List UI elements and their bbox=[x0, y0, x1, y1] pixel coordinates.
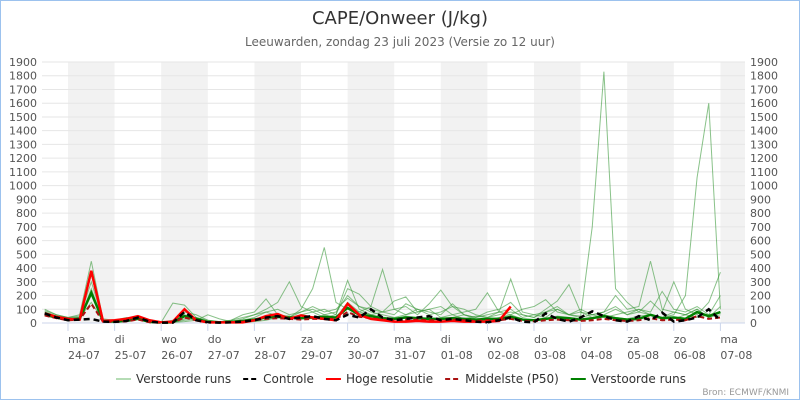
y-tick-left: 300 bbox=[16, 276, 37, 289]
y-tick-right: 1100 bbox=[750, 166, 778, 179]
y-tick-right: 300 bbox=[750, 276, 771, 289]
legend-label: Verstoorde runs bbox=[591, 372, 686, 386]
y-tick-right: 100 bbox=[750, 303, 771, 316]
legend-label: Controle bbox=[263, 372, 314, 386]
x-tick-day: do bbox=[208, 333, 222, 346]
x-tick-date: 04-08 bbox=[581, 349, 613, 362]
y-tick-right: 1000 bbox=[750, 180, 778, 193]
x-tick-day: ma bbox=[720, 333, 737, 346]
y-tick-left: 200 bbox=[16, 290, 37, 303]
y-tick-left: 1500 bbox=[9, 111, 37, 124]
y-tick-right: 400 bbox=[750, 262, 771, 275]
x-tick-day: wo bbox=[487, 333, 503, 346]
y-tick-right: 1300 bbox=[750, 138, 778, 151]
y-tick-right: 1900 bbox=[750, 56, 778, 69]
y-tick-right: 800 bbox=[750, 207, 771, 220]
y-tick-left: 500 bbox=[16, 248, 37, 261]
y-tick-right: 0 bbox=[750, 317, 757, 330]
y-tick-left: 400 bbox=[16, 262, 37, 275]
day-band bbox=[68, 62, 115, 323]
x-tick-date: 30-07 bbox=[348, 349, 380, 362]
x-tick-date: 25-07 bbox=[115, 349, 147, 362]
y-tick-left: 1300 bbox=[9, 138, 37, 151]
x-tick-day: za bbox=[301, 333, 314, 346]
x-tick-date: 05-08 bbox=[627, 349, 659, 362]
y-tick-left: 1600 bbox=[9, 97, 37, 110]
x-tick-day: di bbox=[115, 333, 125, 346]
x-tick-date: 06-08 bbox=[674, 349, 706, 362]
x-tick-day: zo bbox=[674, 333, 687, 346]
x-tick-day: vr bbox=[254, 333, 266, 346]
y-tick-right: 1800 bbox=[750, 70, 778, 83]
y-tick-right: 1500 bbox=[750, 111, 778, 124]
x-tick-date: 31-07 bbox=[394, 349, 426, 362]
day-band bbox=[534, 62, 581, 323]
y-tick-right: 200 bbox=[750, 290, 771, 303]
x-tick-date: 29-07 bbox=[301, 349, 333, 362]
control-line bbox=[44, 307, 722, 324]
y-tick-right: 1200 bbox=[750, 152, 778, 165]
y-tick-left: 700 bbox=[16, 221, 37, 234]
y-tick-left: 1100 bbox=[9, 166, 37, 179]
x-tick-date: 03-08 bbox=[534, 349, 566, 362]
y-tick-left: 1400 bbox=[9, 125, 37, 138]
y-tick-right: 1600 bbox=[750, 97, 778, 110]
x-tick-date: 26-07 bbox=[161, 349, 193, 362]
day-band bbox=[440, 62, 488, 323]
x-tick-day: za bbox=[627, 333, 640, 346]
y-tick-right: 900 bbox=[750, 193, 771, 206]
y-tick-right: 1400 bbox=[750, 125, 778, 138]
high-res-line bbox=[44, 270, 512, 324]
x-tick-date: 24-07 bbox=[68, 349, 100, 362]
x-tick-day: vr bbox=[581, 333, 593, 346]
x-tick-day: wo bbox=[161, 333, 177, 346]
y-tick-right: 1700 bbox=[750, 83, 778, 96]
legend-label: Hoge resolutie bbox=[346, 372, 433, 386]
source-label: Bron: ECMWF/KNMI bbox=[702, 388, 789, 398]
x-tick-day: ma bbox=[68, 333, 85, 346]
day-band bbox=[347, 62, 395, 323]
y-tick-left: 1200 bbox=[9, 152, 37, 165]
y-tick-left: 1000 bbox=[9, 180, 37, 193]
legend-label: Middelste (P50) bbox=[465, 372, 559, 386]
x-tick-date: 02-08 bbox=[487, 349, 519, 362]
y-tick-left: 1900 bbox=[9, 56, 37, 69]
x-tick-date: 01-08 bbox=[441, 349, 473, 362]
x-tick-day: ma bbox=[394, 333, 411, 346]
day-band bbox=[627, 62, 674, 323]
y-tick-left: 1800 bbox=[9, 70, 37, 83]
y-tick-left: 100 bbox=[16, 303, 37, 316]
x-tick-date: 28-07 bbox=[254, 349, 286, 362]
x-tick-date: 27-07 bbox=[208, 349, 240, 362]
x-tick-day: do bbox=[534, 333, 548, 346]
y-tick-left: 600 bbox=[16, 235, 37, 248]
legend-label: Verstoorde runs bbox=[136, 372, 231, 386]
x-tick-date: 07-08 bbox=[720, 349, 752, 362]
y-tick-left: 1700 bbox=[9, 83, 37, 96]
y-tick-left: 900 bbox=[16, 193, 37, 206]
y-tick-right: 700 bbox=[750, 221, 771, 234]
x-tick-day: di bbox=[441, 333, 451, 346]
y-tick-right: 500 bbox=[750, 248, 771, 261]
day-band bbox=[161, 62, 208, 323]
chart-title: CAPE/Onweer (J/kg) bbox=[312, 8, 488, 29]
day-band bbox=[720, 62, 745, 323]
x-tick-day: zo bbox=[348, 333, 361, 346]
chart-subtitle: Leeuwarden, zondag 23 juli 2023 (Versie … bbox=[245, 35, 555, 49]
y-tick-left: 0 bbox=[30, 317, 37, 330]
day-band bbox=[254, 62, 301, 323]
y-tick-left: 800 bbox=[16, 207, 37, 220]
y-tick-right: 600 bbox=[750, 235, 771, 248]
